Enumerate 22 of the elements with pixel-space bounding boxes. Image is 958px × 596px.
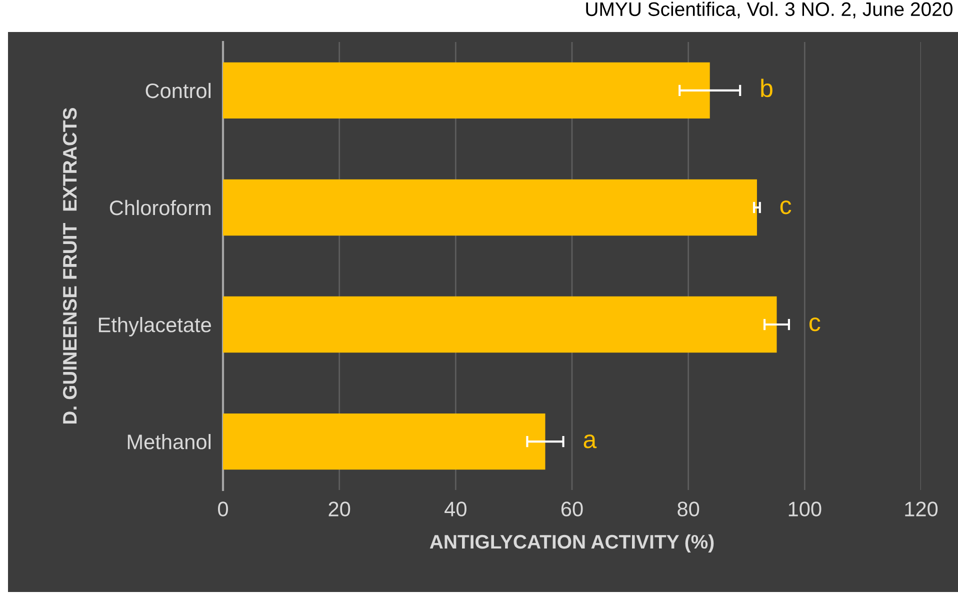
bar bbox=[223, 413, 546, 470]
bar bbox=[223, 179, 757, 236]
text: UMYU Scientifica, Vol. 3 NO. 2, June 2020 bbox=[586, 2, 952, 18]
x-tick-label: 80 bbox=[678, 502, 700, 516]
x-tick-label: 60 bbox=[561, 502, 583, 516]
x-tick-label: 40 bbox=[444, 502, 466, 516]
data-label: a bbox=[584, 434, 597, 448]
data-label: b bbox=[761, 78, 772, 98]
x-tick-label: 120 bbox=[905, 502, 938, 516]
x-tick-label: 100 bbox=[788, 502, 822, 516]
y-axis-title: D. GUINEENSE FRUIT EXTRACTS bbox=[62, 108, 77, 424]
bar bbox=[223, 62, 710, 119]
bar bbox=[223, 296, 777, 353]
y-tick-label: Chloroform bbox=[110, 200, 211, 216]
x-axis-title: ANTIGLYCATION ACTIVITY (%) bbox=[430, 534, 714, 553]
y-tick-label: Methanol bbox=[128, 434, 211, 450]
x-tick-label: 20 bbox=[328, 502, 350, 516]
y-tick-label: Ethylacetate bbox=[98, 316, 211, 336]
data-label: c bbox=[780, 200, 792, 214]
x-tick-label: 0 bbox=[218, 502, 228, 516]
data-label: c bbox=[809, 318, 820, 332]
y-tick-label: Control bbox=[146, 82, 210, 98]
